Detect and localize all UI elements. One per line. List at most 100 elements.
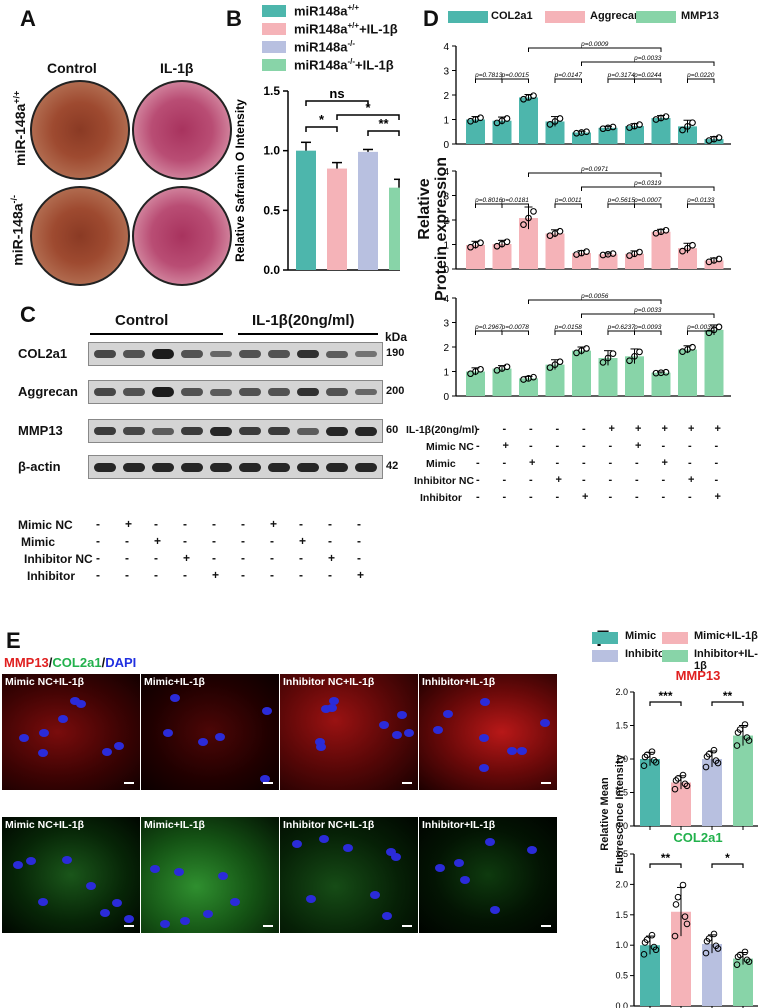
blot-band: [297, 427, 319, 435]
f-chart-title: MMP13: [676, 668, 721, 683]
sig-bracket: [501, 203, 529, 208]
bar: [327, 168, 347, 270]
y-tick-label: 0: [443, 140, 449, 151]
nucleus: [516, 747, 527, 756]
treatment-sign: -: [529, 440, 533, 452]
sig-bracket: [554, 330, 582, 335]
data-point: [556, 358, 564, 366]
treatment-sign: -: [661, 474, 666, 486]
nucleus: [397, 711, 408, 719]
p-value: p=0.0007: [633, 197, 662, 204]
micrograph-title: Inhibitor NC+IL-1β: [283, 819, 375, 831]
bar: [545, 233, 565, 269]
nucleus: [37, 749, 48, 758]
y-tick-label: 0.5: [615, 971, 628, 981]
p-value: p=0.0971: [580, 166, 609, 173]
treatment-sign: -: [608, 457, 613, 469]
treatment-sign: -: [582, 474, 586, 486]
y-tick-label: 1: [443, 368, 449, 379]
nucleus: [343, 844, 354, 852]
sig-label: *: [319, 112, 325, 127]
nucleus: [61, 856, 72, 865]
data-point: [583, 128, 590, 136]
treatment-sign: -: [555, 491, 560, 503]
sig-bracket: [475, 330, 503, 335]
treatment-sign: -: [688, 491, 692, 503]
blot-band: [297, 349, 319, 359]
treatment-sign: +: [688, 423, 695, 435]
data-point: [683, 920, 691, 928]
micrograph-mmp13: Mimic NC+IL-1β: [2, 674, 140, 790]
treatment-label: Mimic NC: [426, 441, 474, 453]
data-point: [650, 757, 658, 764]
data-point: [556, 227, 564, 235]
sig-bracket: [554, 203, 582, 208]
treatment-sign: -: [154, 517, 158, 531]
nucleus: [111, 898, 122, 907]
nucleus: [69, 696, 80, 705]
blot-band: [94, 350, 116, 358]
y-tick-label: 2.5: [615, 849, 628, 859]
treatment-sign: -: [582, 457, 586, 469]
bar: [651, 118, 671, 144]
data-point: [679, 247, 686, 255]
treatment-sign: -: [502, 474, 507, 486]
treatment-sign: -: [328, 517, 332, 531]
bar: [492, 368, 512, 396]
nucleus: [390, 853, 401, 862]
legend-label: MMP13: [681, 10, 719, 22]
nucleus: [480, 697, 491, 706]
bar: [545, 364, 565, 396]
treatment-sign: -: [299, 568, 303, 582]
data-point: [681, 780, 689, 788]
treatment-sign: -: [328, 568, 332, 582]
treatment-sign: -: [183, 568, 187, 582]
y-tick-label: 0.5: [263, 203, 280, 217]
treatment-sign: -: [212, 517, 216, 531]
bar: [733, 735, 753, 826]
sig-label: **: [661, 851, 671, 865]
data-point: [609, 123, 617, 131]
kda-unit: kDa: [385, 330, 408, 344]
y-tick-label: 0.0: [615, 821, 628, 831]
legend-swatch: [662, 632, 688, 644]
data-point: [609, 250, 617, 257]
bar: [572, 132, 591, 144]
treatment-sign: -: [299, 551, 303, 565]
y-tick-label: 1: [443, 241, 449, 252]
p-value: p=0.7813: [474, 72, 503, 79]
blot-row-label: MMP13: [18, 423, 63, 438]
data-point: [662, 226, 670, 234]
nucleus: [432, 726, 443, 735]
treatment-sign: -: [529, 474, 533, 486]
bar: [640, 945, 660, 1006]
dish-wt-control: [30, 80, 130, 180]
nucleus: [454, 859, 465, 868]
p-value: p=0.0158: [554, 324, 583, 331]
blot-row-label: COL2a1: [18, 346, 68, 361]
treatment-sign: -: [529, 423, 533, 435]
nucleus: [326, 703, 337, 712]
treatment-sign: -: [270, 568, 274, 582]
blot-band: [326, 426, 348, 436]
blot-band: [123, 427, 145, 435]
treatment-sign: -: [212, 551, 216, 565]
blot-band: [181, 350, 203, 358]
data-point: [599, 359, 607, 366]
y-tick-label: 0: [443, 392, 449, 403]
y-tick-label: 1.0: [615, 754, 628, 764]
sig-bracket: [336, 114, 400, 120]
sig-bracket: [305, 126, 338, 132]
nucleus: [215, 732, 226, 741]
treatment-sign: +: [714, 423, 721, 435]
treatment-label: Mimic: [21, 535, 56, 549]
nucleus: [25, 856, 36, 865]
data-point: [662, 368, 670, 376]
blot-band: [210, 426, 232, 436]
y-tick-label: 4: [443, 167, 449, 178]
dish-wt-il1b: [132, 80, 232, 180]
data-point: [648, 748, 656, 755]
nucleus: [76, 700, 87, 709]
sig-label: ***: [658, 689, 672, 703]
p-value: p=0.0035: [686, 324, 715, 331]
